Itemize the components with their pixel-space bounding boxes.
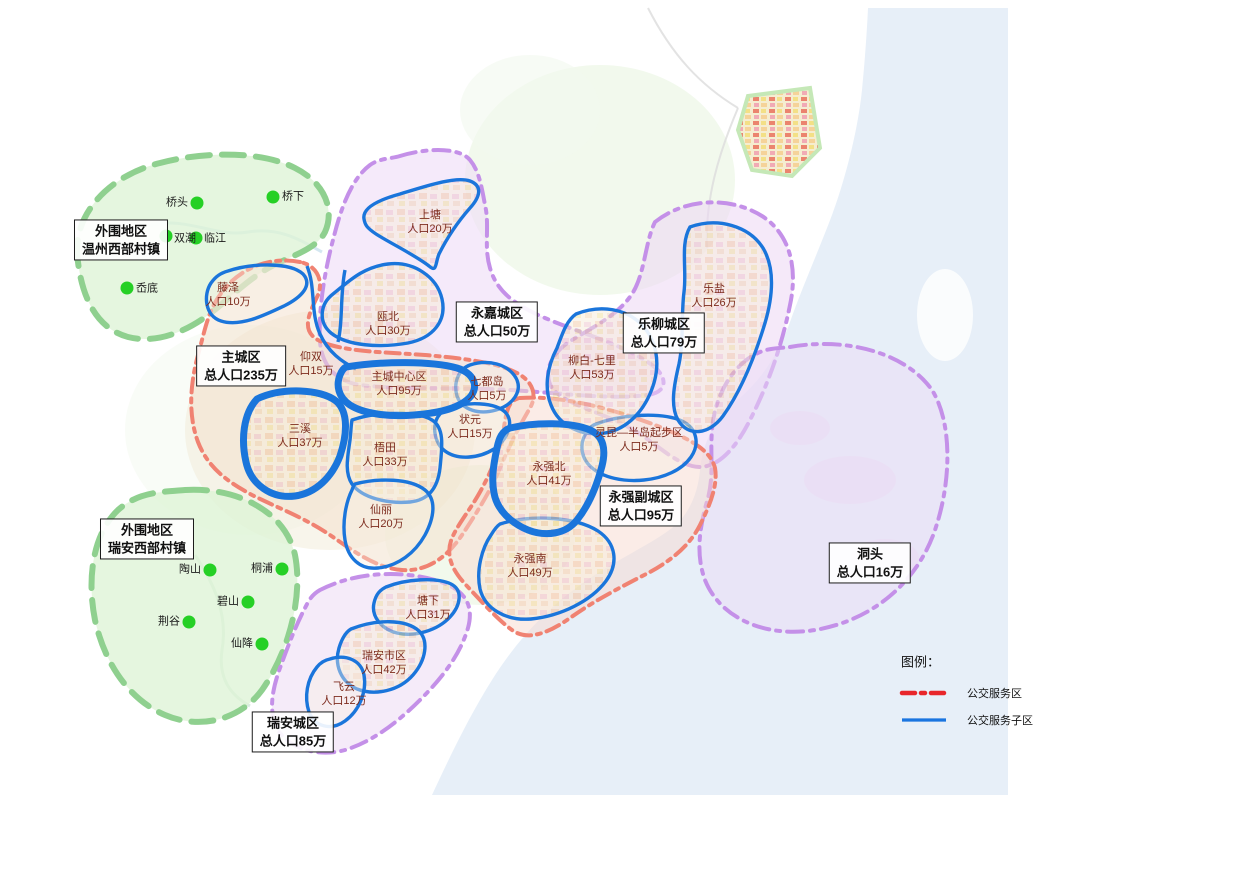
subzone-divider-yangshuang — [305, 265, 357, 371]
village-label-qiaotou: 桥头 — [166, 196, 188, 209]
village-dot-aodi — [120, 281, 134, 295]
service-area-name: 主城区 — [221, 349, 261, 365]
subzone-label-ruian-shiqu: 瑞安市区 人口42万 — [361, 649, 407, 676]
subzone-divider-yangshuang-east — [336, 269, 347, 343]
legend-title: 图例： — [901, 654, 941, 670]
service-area-name: 洞头 — [856, 546, 883, 562]
village-dot-linjiang — [189, 231, 203, 245]
subzone-label-liubai-qili: 柳白-七里 人口53万 — [568, 354, 616, 381]
outer-area-name-line1: 外围地区 — [94, 223, 148, 239]
subzone-label-tengze: 藤泽 人口10万 — [205, 281, 251, 308]
village-label-shuangchao: 双潮 — [174, 232, 196, 245]
outer-area-label-ruian-west: 外围地区 瑞安西部村镇 — [99, 518, 195, 560]
village-label-bishan: 碧山 — [217, 595, 239, 608]
outer-area-name-line2: 瑞安西部村镇 — [107, 540, 187, 555]
village-label-xianjiang: 仙降 — [231, 637, 253, 650]
outer-area-name-line2: 温州西部村镇 — [81, 241, 161, 256]
village-dot-qiaoxia — [266, 190, 280, 204]
village-dot-bishan — [241, 595, 255, 609]
service-area-label-yongjia: 永嘉城区 总人口50万 — [455, 301, 539, 343]
subzone-label-lingkun: 灵昆—半岛起步区 人口5万 — [595, 426, 683, 453]
service-area-label-leliu: 乐柳城区 总人口79万 — [622, 312, 706, 354]
subzone-label-feiyun: 飞云 人口12万 — [321, 680, 367, 707]
service-area-name: 永嘉城区 — [470, 305, 523, 321]
service-area-population: 总人口235万 — [204, 367, 278, 382]
subzone-label-yangshuang: 仰双 人口15万 — [288, 350, 334, 377]
subzone-label-leyan: 乐盐 人口26万 — [691, 282, 737, 309]
road — [647, 7, 739, 109]
subzone-outline-oubei — [320, 261, 445, 348]
village-dot-qiaotou — [190, 196, 204, 210]
outer-area-label-wenzhou-west: 外围地区 温州西部村镇 — [73, 219, 169, 261]
village-dots — [120, 190, 289, 651]
subzone-outline-zhucheng-zhongxinqu — [334, 359, 478, 420]
village-dot-xianjiang — [255, 637, 269, 651]
village-label-aodi: 岙底 — [136, 282, 158, 295]
service-area-label-zhuchengqu: 主城区 总人口235万 — [196, 345, 286, 387]
service-area-label-dongtou: 洞头 总人口16万 — [828, 542, 912, 584]
region-outline-wenzhou-west — [73, 151, 332, 343]
subzone-outline-xianli — [342, 478, 435, 570]
legend-item-service-area: 公交服务区 — [967, 688, 1022, 700]
service-area-name: 永强副城区 — [608, 489, 674, 505]
service-area-name: 瑞安城区 — [266, 715, 319, 731]
subzone-label-tangxia: 塘下 人口31万 — [405, 594, 451, 621]
service-area-label-ruian: 瑞安城区 总人口85万 — [251, 711, 335, 753]
subzone-label-sanxi: 三溪 人口37万 — [277, 422, 323, 449]
village-dot-tongpu — [275, 562, 289, 576]
subzone-label-shangtang: 上塘 人口20万 — [407, 208, 453, 235]
service-area-population: 总人口50万 — [463, 323, 531, 338]
service-area-population: 总人口95万 — [607, 507, 675, 522]
village-label-tongpu: 桐浦 — [251, 562, 273, 575]
subzone-label-oubei: 瓯北 人口30万 — [365, 310, 411, 337]
subzone-outline-ruian-shiqu — [335, 620, 427, 694]
village-label-jinggu: 荆谷 — [158, 615, 180, 628]
land-tint — [460, 55, 600, 165]
island — [917, 269, 973, 361]
service-area-population: 总人口16万 — [836, 564, 904, 579]
subzone-outline-sanxi — [240, 387, 349, 500]
outer-area-name-line1: 外围地区 — [120, 522, 174, 538]
subzone-outline-yongqiang-nan — [477, 516, 616, 621]
village-dot-jinggu — [182, 615, 196, 629]
subzone-label-zhuangyuan: 状元 人口15万 — [447, 413, 493, 440]
bus-subzone-regions — [204, 178, 774, 729]
service-area-label-yongqiang: 永强副城区 总人口95万 — [599, 485, 683, 527]
village-label-taoshan: 陶山 — [179, 563, 201, 576]
subzone-outline-shangtang — [362, 178, 481, 271]
village-dot-taoshan — [203, 563, 217, 577]
service-area-population: 总人口85万 — [259, 733, 327, 748]
subzone-outline-yongqiang-bei — [489, 420, 608, 538]
subzone-label-wutian: 梧田 人口33万 — [362, 441, 408, 468]
service-area-population: 总人口79万 — [630, 334, 698, 349]
legend-swatches — [899, 690, 949, 722]
subzone-label-xianli: 仙丽 人口20万 — [358, 503, 404, 530]
village-label-linjiang: 临江 — [204, 232, 226, 245]
town-mosaic — [735, 85, 823, 179]
subzone-label-yongqiang-bei: 永强北 人口41万 — [526, 460, 572, 487]
subzone-label-zhucheng-zhongxinqu: 主城中心区 人口95万 — [371, 370, 427, 397]
subzone-outline-tengze — [204, 263, 309, 325]
subzone-label-yongqiang-nan: 永强南 人口49万 — [507, 552, 553, 579]
subzone-label-qidudao: 七都岛 人口5万 — [467, 375, 507, 402]
service-area-name: 乐柳城区 — [637, 316, 690, 332]
village-label-qiaoxia: 桥下 — [282, 190, 304, 203]
subzone-outline-leyan — [671, 221, 774, 434]
legend-item-subzone: 公交服务子区 — [967, 715, 1033, 727]
